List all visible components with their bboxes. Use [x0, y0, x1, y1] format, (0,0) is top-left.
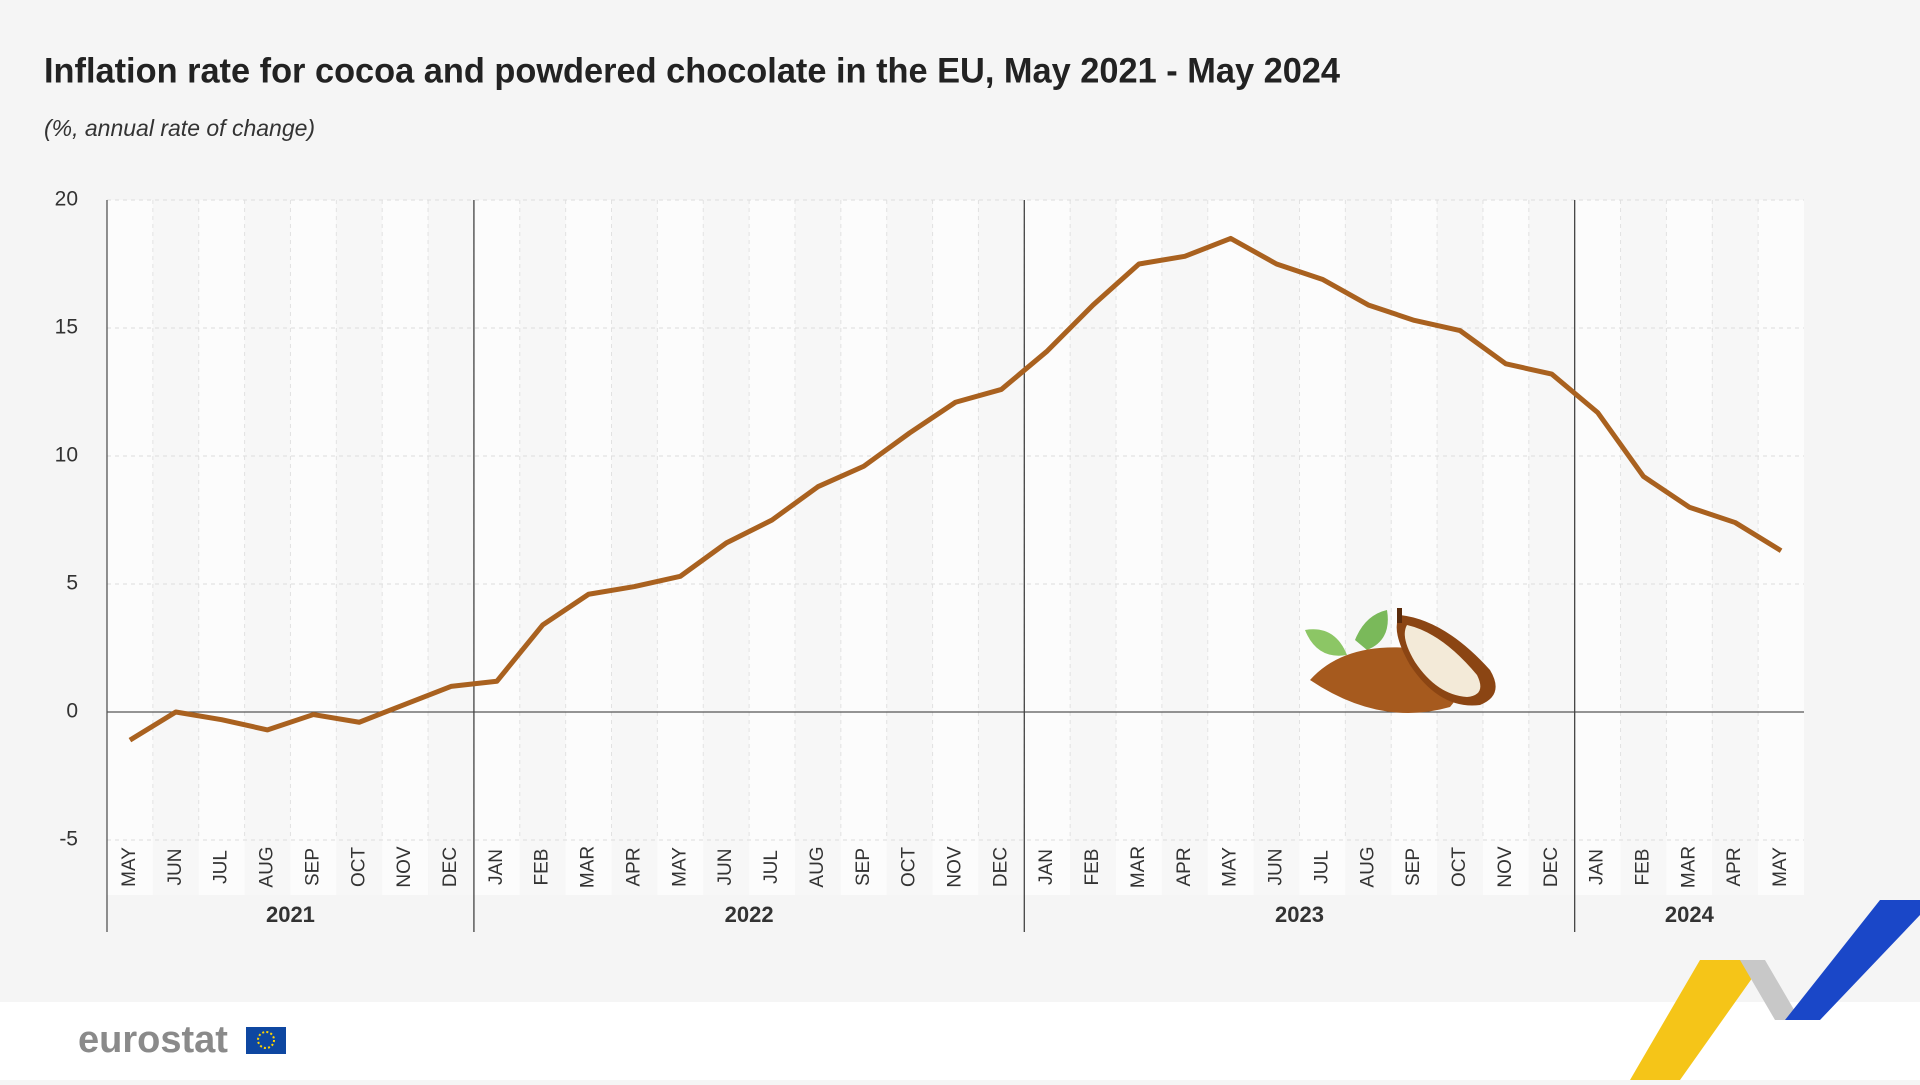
- column-stripe: [565, 200, 612, 895]
- column-stripe: [1391, 200, 1438, 895]
- column-stripe: [1437, 200, 1483, 895]
- column-stripe: [244, 200, 291, 895]
- logo-text: eurostat: [78, 1019, 228, 1061]
- x-tick-label: MAY: [1220, 847, 1241, 887]
- x-tick-label: MAY: [119, 847, 140, 887]
- column-stripe: [611, 200, 658, 895]
- x-tick-label: MAR: [578, 846, 599, 888]
- x-tick-label: AUG: [257, 846, 278, 887]
- x-tick-label: JAN: [486, 849, 507, 885]
- x-tick-label: JUN: [165, 849, 186, 886]
- x-tick-label: DEC: [440, 847, 461, 887]
- column-stripe: [1024, 200, 1071, 895]
- y-tick-label: 10: [55, 444, 78, 467]
- x-tick-label: MAY: [669, 847, 690, 887]
- x-tick-label: DEC: [990, 847, 1011, 887]
- x-tick-label: APR: [623, 847, 644, 886]
- column-stripe: [1116, 200, 1162, 895]
- column-stripe: [1528, 200, 1575, 895]
- x-tick-label: SEP: [302, 848, 323, 886]
- column-stripe: [1207, 200, 1254, 895]
- column-stripe: [428, 200, 474, 895]
- column-stripe: [1712, 200, 1759, 895]
- x-tick-label: JUL: [211, 850, 232, 884]
- year-label: 2022: [725, 902, 774, 927]
- column-stripe: [1620, 200, 1667, 895]
- column-stripe: [107, 200, 153, 895]
- x-tick-label: NOV: [394, 846, 415, 888]
- chart-title: Inflation rate for cocoa and powdered ch…: [44, 51, 1341, 90]
- x-tick-label: NOV: [945, 846, 966, 888]
- column-stripe: [1574, 200, 1621, 895]
- column-stripe: [886, 200, 933, 895]
- column-stripe: [152, 200, 199, 895]
- x-tick-label: NOV: [1495, 846, 1516, 888]
- year-label: 2024: [1665, 902, 1715, 927]
- column-stripe: [749, 200, 795, 895]
- cocoa-illustration: [1305, 608, 1496, 713]
- x-tick-label: MAR: [1678, 846, 1699, 888]
- x-tick-label: JAN: [1036, 849, 1057, 885]
- x-tick-label: JUN: [1266, 849, 1287, 886]
- x-tick-label: MAR: [1128, 846, 1149, 888]
- column-stripe: [1758, 200, 1804, 895]
- y-tick-label: 0: [66, 700, 78, 723]
- column-stripe: [978, 200, 1025, 895]
- column-stripe: [198, 200, 245, 895]
- x-tick-label: OCT: [348, 847, 369, 888]
- x-tick-label: MAY: [1770, 847, 1791, 887]
- x-tick-label: SEP: [853, 848, 874, 886]
- y-tick-label: -5: [59, 828, 78, 851]
- column-stripe: [290, 200, 337, 895]
- column-stripe: [794, 200, 841, 895]
- x-tick-label: OCT: [1449, 847, 1470, 888]
- column-stripe: [1253, 200, 1300, 895]
- plot-area: -5 0 5 10 15 20 2021 2022 2023 2024 MAY JUN JUL AUG SE…: [55, 188, 1804, 932]
- column-stripe: [473, 200, 520, 895]
- y-tick-label: 15: [55, 316, 78, 339]
- column-stripe: [932, 200, 979, 895]
- column-stripe: [519, 200, 566, 895]
- x-tick-label: JUL: [1311, 850, 1332, 884]
- x-tick-label: APR: [1174, 847, 1195, 886]
- x-tick-label: FEB: [1632, 849, 1653, 886]
- eu-flag: [246, 1027, 286, 1054]
- x-tick-label: JUN: [715, 849, 736, 886]
- x-tick-label: FEB: [532, 849, 553, 886]
- chart-subtitle: (%, annual rate of change): [44, 115, 315, 141]
- decor-yellow: [1630, 960, 1765, 1080]
- x-tick-label: AUG: [1357, 846, 1378, 887]
- column-stripe: [1161, 200, 1208, 895]
- footer-band: [0, 1002, 1920, 1080]
- x-tick-label: JUL: [761, 850, 782, 884]
- y-tick-label: 5: [66, 572, 78, 595]
- column-stripe: [840, 200, 887, 895]
- column-stripe: [703, 200, 750, 895]
- column-stripe: [382, 200, 429, 895]
- y-tick-label: 20: [55, 188, 78, 211]
- column-stripe: [1299, 200, 1346, 895]
- year-label: 2023: [1275, 902, 1324, 927]
- x-tick-label: JAN: [1587, 849, 1608, 885]
- column-stripe: [336, 200, 383, 895]
- column-stripe: [657, 200, 704, 895]
- column-stripe: [1666, 200, 1713, 895]
- decor-blue: [1785, 900, 1920, 1020]
- x-tick-label: APR: [1724, 847, 1745, 886]
- x-tick-label: OCT: [899, 847, 920, 888]
- x-tick-label: AUG: [807, 846, 828, 887]
- column-stripe: [1482, 200, 1529, 895]
- year-label: 2021: [266, 902, 315, 927]
- x-tick-label: FEB: [1082, 849, 1103, 886]
- x-tick-label: DEC: [1541, 847, 1562, 887]
- column-stripe: [1345, 200, 1392, 895]
- data-line: [128, 235, 1783, 743]
- decor-grey: [1740, 960, 1800, 1020]
- eu-stars: [257, 1031, 275, 1049]
- x-tick-label: SEP: [1403, 848, 1424, 886]
- column-stripe: [1070, 200, 1117, 895]
